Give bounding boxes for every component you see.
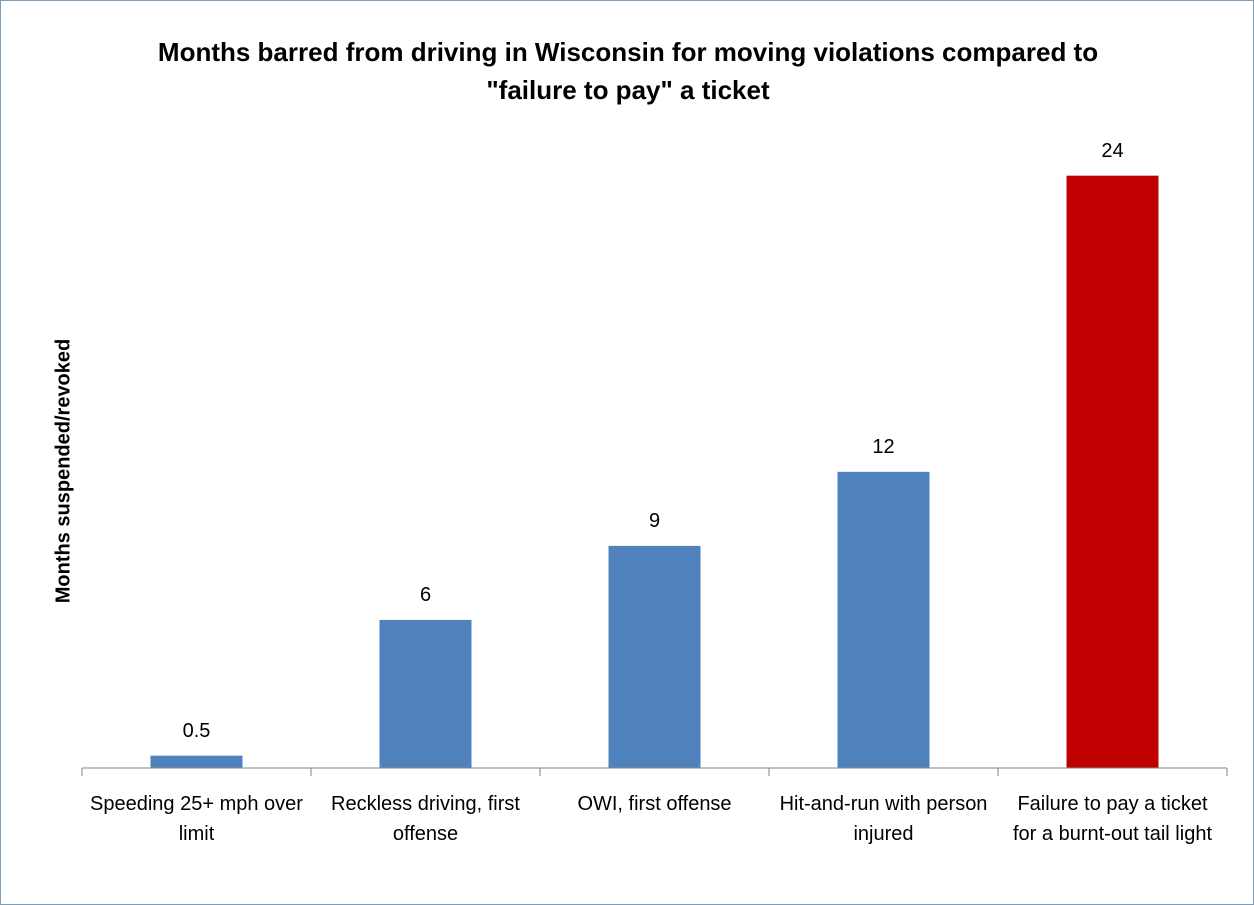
x-tick-label: Speeding 25+ mph over limit — [90, 793, 303, 845]
value-label: 6 — [419, 583, 432, 606]
bar — [150, 755, 243, 768]
bar — [1066, 175, 1159, 768]
x-tick-label: OWI, first offense — [577, 793, 732, 815]
value-label: 0.5 — [182, 719, 211, 742]
x-tick-label: Failure to pay a ticket for a burnt-out … — [1013, 793, 1212, 845]
chart-title: Months barred from driving in Wisconsin … — [157, 37, 1099, 105]
y-axis-label: Months suspended/revoked — [52, 338, 75, 604]
value-label: 24 — [1101, 139, 1124, 162]
bar — [379, 619, 472, 768]
value-label: 9 — [648, 509, 661, 532]
bar — [608, 545, 701, 768]
x-tick-label: Reckless driving, first offense — [331, 793, 520, 845]
value-label: 12 — [872, 435, 895, 458]
x-tick-label: Hit-and-run with person injured — [779, 793, 988, 845]
bar — [837, 471, 930, 768]
